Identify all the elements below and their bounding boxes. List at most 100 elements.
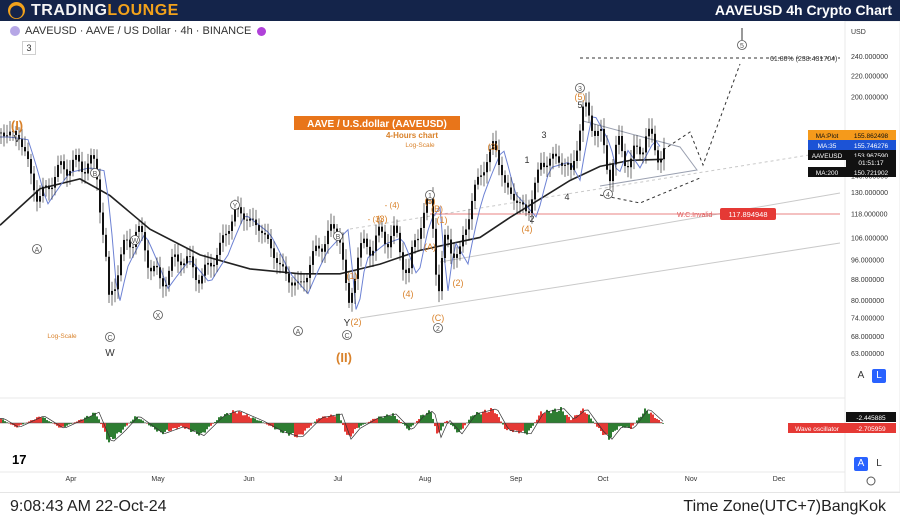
oscillator-bar [240,411,242,423]
wave-circle [333,231,343,241]
oscillator-bar [602,423,604,435]
price-chart[interactable]: USD240.000000220.000000200.000000160.000… [0,21,900,492]
candle-body [360,243,362,258]
oscillator-bar [412,423,414,426]
oscillator-bar [376,418,378,423]
oscillator-bar [446,420,448,423]
candle-body [408,268,410,274]
oscillator-bar [102,423,104,428]
candle-body [159,267,161,279]
oscillator-bar [362,423,364,425]
oscillator-bar [352,423,354,434]
auto-scale-button-2[interactable]: A [854,457,868,471]
oscillator-bar [236,413,238,423]
candle-body [117,275,119,290]
wave-circle [130,235,140,245]
candle-body [648,128,650,137]
candle-body [111,290,113,295]
candle-body [519,202,521,204]
price-label-value-bg [846,140,896,150]
oscillator-bar [502,423,504,425]
oscillator-bar [246,414,248,423]
candle-body [567,163,569,165]
candle-body [447,234,449,240]
oscillator-bar [640,416,642,423]
candle-body [165,284,167,287]
oscillator-bar [406,423,408,429]
oscillator-bar [620,423,622,427]
oscillator-bar [460,423,462,430]
log-scale-button[interactable]: L [872,369,886,383]
wave-circle [737,40,747,50]
auto-scale-button[interactable]: A [857,370,865,381]
candle-body [525,204,527,212]
candle-body [528,211,530,214]
oscillator-bar [290,423,292,434]
oscillator-bar [244,415,246,423]
candle-body [516,200,518,203]
oscillator-bar [260,421,262,423]
oscillator-bar [226,413,228,423]
wave-arrow: V [14,134,21,145]
candle-body [33,173,35,191]
candle-body [303,281,305,283]
oscillator-bar [580,410,582,423]
price-tick-label: 63.000000 [851,351,884,358]
oscillator-bar [266,423,268,425]
oscillator-bar [452,423,454,427]
candle-body [504,175,506,183]
oscillator-bar [172,423,174,429]
log-scale-button-2[interactable]: L [876,458,882,469]
oscillator-bar [176,423,178,429]
candle-body [357,257,359,279]
candle-body [507,182,509,188]
candle-body [462,235,464,247]
scale-note-left: Log-Scale [47,333,77,340]
oscillator-bar [310,423,312,426]
wave-label: 4 [564,192,569,202]
candle-body [12,130,14,132]
wave-label: (B) [431,204,443,214]
symbol-legend[interactable]: AAVEUSD · AAVE / US Dollar · 4h · BINANC… [10,25,267,37]
oscillator-bar [632,423,634,426]
oscillator-bar [456,423,458,433]
candle-body [513,193,515,201]
candle-body [630,158,632,168]
oscillator-bar [472,415,474,423]
oscillator-bar [252,417,254,423]
candle-body [522,202,524,205]
oscillator-bar [22,423,24,425]
oscillator-bar [610,423,612,438]
oscillator-bar [364,423,366,424]
indicator-count-badge[interactable]: 3 [22,41,36,55]
oscillator-bar [26,422,28,423]
candle-body [84,172,86,174]
wave-label: - (4) [385,201,400,210]
candle-body [543,162,545,168]
candle-body [561,162,563,166]
oscillator-bar [430,412,432,423]
candle-body [468,219,470,230]
time-tick-label: Sep [510,476,523,483]
candle-body [48,185,50,190]
price-tick-label: 106.000000 [851,235,888,242]
candle-body [435,228,437,275]
oscillator-bar [152,423,154,427]
candle-body [78,154,80,162]
price-tick-label: 74.000000 [851,315,884,322]
candle-body [420,227,422,239]
oscillator-bar [276,423,278,430]
candle-body [153,265,155,272]
invalidation-value-bg [720,208,776,220]
oscillator-bar [68,423,70,425]
price-label-name-bg [808,150,846,160]
candle-body [444,234,446,259]
candle-body [186,256,188,264]
oscillator-bar [358,423,360,428]
candle-body [204,264,206,276]
oscillator-bar [416,420,418,423]
oscillator-bar [2,419,4,423]
osc-value-1: -2.445885 [856,415,886,422]
aave-coin-icon [10,26,20,36]
candle-body [459,246,461,255]
